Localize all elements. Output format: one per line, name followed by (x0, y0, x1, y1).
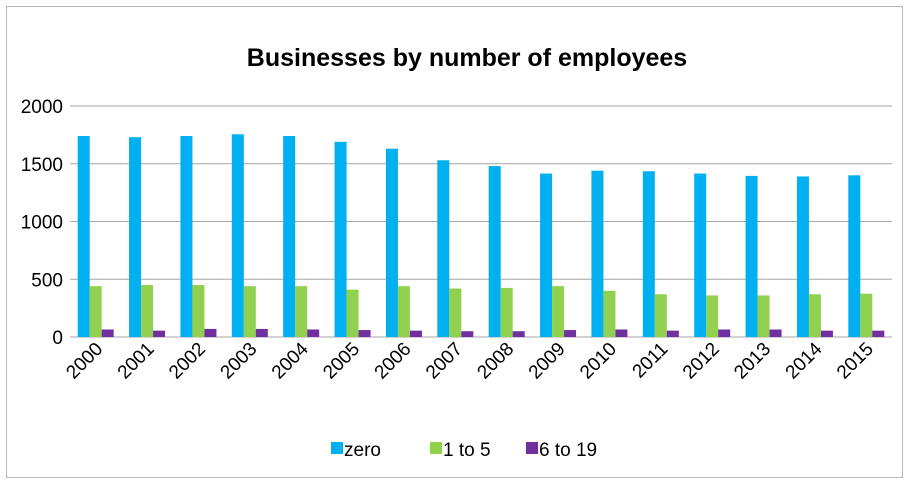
x-tick-label: 2000 (62, 339, 107, 384)
bar-6-to-19-2007 (461, 331, 474, 337)
x-tick-label: 2010 (576, 339, 621, 384)
bar-6-to-19-2013 (769, 329, 782, 337)
bar-6-to-19-2014 (820, 330, 833, 337)
bar-zero-2013 (745, 175, 758, 337)
bar-6-to-19-2011 (666, 330, 679, 337)
bar-zero-2000 (77, 136, 90, 337)
x-tick-label: 2015 (833, 339, 878, 384)
y-tick-label: 0 (52, 328, 63, 349)
legend-label: 6 to 19 (539, 440, 597, 461)
bar-zero-2008 (488, 166, 501, 337)
x-tick-label: 2002 (165, 339, 210, 384)
x-tick-label: 2013 (730, 339, 775, 384)
bar-6-to-19-2004 (307, 329, 320, 337)
bar-6-to-19-2001 (153, 330, 166, 337)
bar-zero-2007 (437, 160, 450, 337)
legend-swatch (430, 442, 442, 454)
bar-6-to-19-2005 (358, 330, 371, 337)
bar-1-to-5-2011 (654, 294, 667, 337)
bar-zero-2003 (231, 134, 244, 337)
legend: zero 1 to 5 6 to 19 (331, 440, 597, 461)
x-axis-ticks: 2000 2001 2002 2003 2004 2005 2006 2007 2008 2009… (62, 338, 877, 383)
bar-1-to-5-2005 (346, 289, 359, 337)
x-tick-label: 2012 (679, 339, 724, 384)
legend-swatch (331, 442, 343, 454)
bar-zero-2014 (796, 176, 809, 337)
y-tick-label: 500 (31, 270, 63, 291)
bar-6-to-19-2003 (255, 328, 268, 337)
bar-6-to-19-2008 (512, 331, 525, 337)
bar-1-to-5-2009 (552, 286, 565, 337)
chart-title: Businesses by number of employees (247, 44, 687, 72)
bar-1-to-5-2002 (192, 285, 205, 337)
bar-1-to-5-2010 (603, 290, 616, 337)
x-tick-label: 2009 (525, 339, 570, 384)
bar-zero-2011 (642, 171, 655, 337)
bar-6-to-19-2009 (564, 330, 577, 337)
bar-1-to-5-2008 (500, 287, 513, 337)
legend-swatch (526, 442, 538, 454)
y-tick-label: 1500 (21, 155, 63, 176)
bar-zero-2009 (540, 173, 553, 337)
bar-6-to-19-2002 (204, 328, 217, 337)
x-tick-label: 2006 (371, 339, 416, 384)
bar-1-to-5-2003 (243, 286, 256, 337)
bar-6-to-19-2015 (872, 330, 885, 337)
bar-zero-2010 (591, 170, 604, 337)
x-tick-label: 2003 (217, 339, 262, 384)
bar-zero-2012 (694, 173, 707, 337)
bar-zero-2005 (334, 141, 347, 337)
bar-1-to-5-2007 (449, 288, 462, 337)
bar-1-to-5-2014 (808, 294, 821, 337)
bar-1-to-5-2012 (706, 295, 719, 337)
bar-1-to-5-2000 (89, 286, 102, 337)
bar-1-to-5-2004 (295, 286, 308, 337)
y-tick-label: 2000 (21, 97, 63, 118)
bar-1-to-5-2015 (860, 293, 873, 337)
x-tick-label: 2011 (629, 339, 673, 383)
bar-6-to-19-2012 (718, 329, 731, 337)
y-axis-ticks: 0 500 1000 1500 2000 (21, 97, 63, 349)
bar-6-to-19-2010 (615, 329, 628, 337)
bar-zero-2006 (385, 148, 398, 337)
x-tick-label: 2001 (114, 339, 159, 384)
bar-6-to-19-2006 (409, 330, 422, 337)
x-tick-label: 2004 (268, 338, 313, 383)
x-tick-label: 2007 (422, 339, 467, 384)
bar-zero-2015 (848, 175, 861, 337)
bars (77, 134, 885, 337)
x-tick-label: 2005 (319, 339, 364, 384)
x-tick-label: 2008 (473, 339, 518, 384)
legend-label: zero (344, 440, 381, 461)
bar-1-to-5-2001 (141, 285, 154, 337)
bar-1-to-5-2006 (397, 286, 410, 337)
bar-6-to-19-2000 (101, 329, 114, 337)
bar-zero-2004 (283, 136, 296, 337)
bar-1-to-5-2013 (757, 295, 770, 337)
legend-label: 1 to 5 (443, 440, 491, 461)
x-tick-label: 2014 (782, 338, 827, 383)
y-tick-label: 1000 (21, 213, 63, 234)
bar-zero-2001 (129, 137, 142, 337)
bar-zero-2002 (180, 136, 193, 337)
